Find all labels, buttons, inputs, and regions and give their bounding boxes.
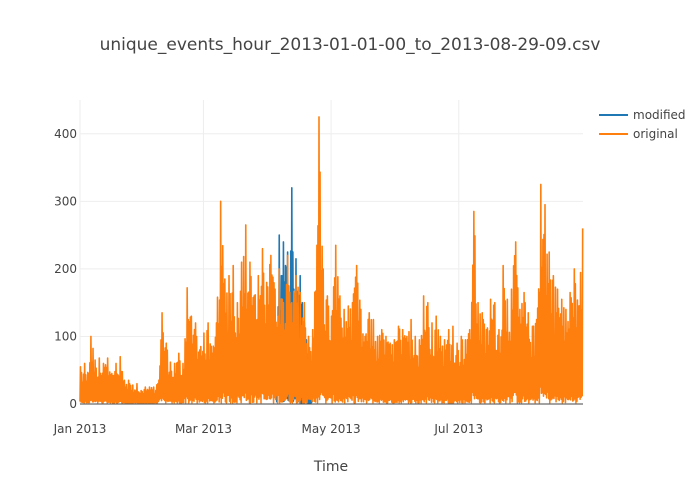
legend[interactable]: modified original xyxy=(599,108,686,141)
x-axis-title: Time xyxy=(313,459,348,475)
y-tick-label: 400 xyxy=(54,127,77,141)
series-layer xyxy=(79,116,584,404)
y-tick-label: 0 xyxy=(69,397,77,411)
series-line-original xyxy=(79,116,584,404)
x-tick-label: Jan 2013 xyxy=(53,422,107,436)
x-axis-ticks: Jan 2013 Mar 2013 May 2013 Jul 2013 xyxy=(53,422,484,436)
legend-label-original: original xyxy=(633,127,678,141)
chart-title: unique_events_hour_2013-01-01-00_to_2013… xyxy=(100,35,601,55)
x-tick-label: May 2013 xyxy=(302,422,361,436)
y-tick-label: 200 xyxy=(54,262,77,276)
legend-item-original[interactable]: original xyxy=(599,127,678,141)
legend-label-modified: modified xyxy=(633,108,686,122)
y-tick-label: 300 xyxy=(54,194,77,208)
y-tick-label: 100 xyxy=(54,329,77,343)
x-tick-label: Jul 2013 xyxy=(433,422,483,436)
y-axis-ticks: 0 100 200 300 400 xyxy=(54,127,77,411)
legend-item-modified[interactable]: modified xyxy=(599,108,686,122)
x-tick-label: Mar 2013 xyxy=(175,422,232,436)
